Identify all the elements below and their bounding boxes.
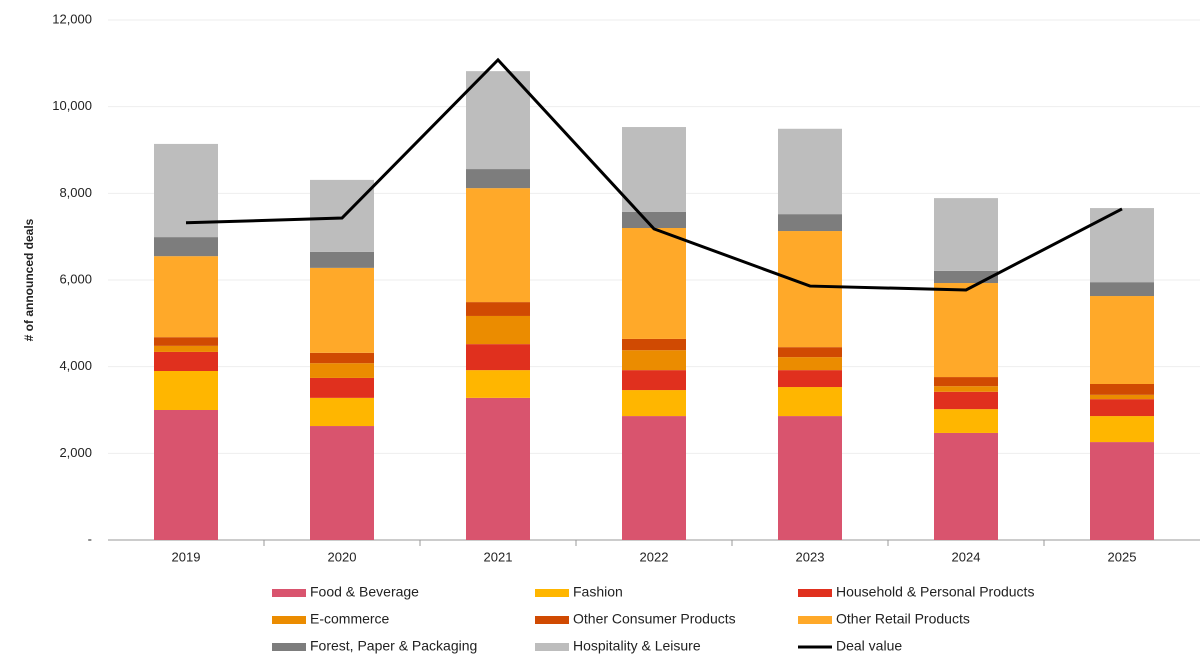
bar-segment: [310, 363, 374, 378]
bar-segment: [1090, 394, 1154, 400]
x-tick-label: 2021: [484, 549, 513, 564]
bar-segment: [310, 179, 374, 252]
y-tick-label: 12,000: [52, 11, 92, 26]
legend-label: Fashion: [573, 584, 623, 600]
y-tick-label: 2,000: [59, 445, 92, 460]
bar-segment: [1090, 282, 1154, 297]
legend-label: Other Consumer Products: [573, 611, 736, 627]
legend-swatch: [798, 616, 832, 624]
bar-segment: [778, 128, 842, 215]
bar-segment: [778, 370, 842, 388]
bar-segment: [934, 386, 998, 392]
bar-segment: [1090, 296, 1154, 384]
bar-segment: [778, 387, 842, 417]
bar-segment: [622, 338, 686, 351]
bar-segment: [778, 357, 842, 371]
legend-swatch: [798, 589, 832, 597]
y-tick-label: 8,000: [59, 185, 92, 200]
bar-segment: [154, 351, 218, 371]
legend-swatch: [272, 643, 306, 651]
legend-label: Deal value: [836, 638, 902, 654]
legend-label: Other Retail Products: [836, 611, 970, 627]
bar-segment: [934, 432, 998, 540]
bar-segment: [466, 169, 530, 189]
x-tick-label: 2023: [796, 549, 825, 564]
bar-segment: [1090, 399, 1154, 417]
bar-segment: [466, 370, 530, 398]
bar-segment: [466, 188, 530, 303]
bar-segment: [154, 345, 218, 352]
legend-swatch: [535, 643, 569, 651]
bar-segment: [1090, 442, 1154, 540]
bar-segment: [310, 426, 374, 540]
legend-label: Food & Beverage: [310, 584, 419, 600]
x-tick-label: 2024: [952, 549, 981, 564]
bar-segment: [466, 302, 530, 316]
bar-segment: [1090, 384, 1154, 395]
bar-segment: [466, 71, 530, 170]
bar-segment: [622, 390, 686, 417]
x-tick-label: 2020: [328, 549, 357, 564]
bar-segment: [622, 228, 686, 339]
bar-segment: [310, 397, 374, 427]
bar-segment: [934, 198, 998, 271]
bar-segment: [934, 409, 998, 433]
y-tick-label: 6,000: [59, 271, 92, 286]
x-tick-label: 2022: [640, 549, 669, 564]
bar-segment: [154, 337, 218, 346]
legend: Food & Beverage Fashion Household & Person…: [272, 584, 1034, 654]
bar-segment: [622, 350, 686, 371]
bar-segment: [934, 283, 998, 378]
legend-swatch: [272, 589, 306, 597]
x-tick-label: 2025: [1108, 549, 1137, 564]
bar-segment: [310, 352, 374, 364]
legend-label: Hospitality & Leisure: [573, 638, 701, 654]
bar-segment: [310, 251, 374, 268]
bar-segment: [778, 231, 842, 348]
bar-segment: [1090, 416, 1154, 443]
bar-segment: [310, 377, 374, 398]
bar-segment: [310, 267, 374, 353]
bar-segment: [154, 256, 218, 338]
bar-segment: [778, 214, 842, 232]
y-tick-label: 10,000: [52, 98, 92, 113]
legend-label: Household & Personal Products: [836, 584, 1034, 600]
bar-segment: [622, 127, 686, 212]
bar-segment: [622, 211, 686, 228]
bar-segment: [154, 410, 218, 540]
bar-segment: [934, 391, 998, 410]
y-tick-label: 4,000: [59, 358, 92, 373]
bar-segment: [466, 315, 530, 345]
legend-swatch: [535, 616, 569, 624]
x-tick-label: 2019: [172, 549, 201, 564]
bar-segment: [622, 370, 686, 391]
bar-segment: [466, 397, 530, 540]
legend-swatch: [272, 616, 306, 624]
bar-segment: [778, 416, 842, 540]
bar-segment: [778, 347, 842, 358]
legend-swatch: [535, 589, 569, 597]
legend-label: Forest, Paper & Packaging: [310, 638, 477, 654]
bar-segment: [934, 377, 998, 387]
bar-segment: [466, 344, 530, 371]
bar-segment: [154, 371, 218, 410]
bar-segment: [622, 416, 686, 540]
bar-segment: [154, 237, 218, 257]
y-axis-label: # of announced deals: [22, 218, 36, 341]
y-tick-label: -: [88, 531, 92, 546]
line: [185, 57, 1123, 292]
legend-label: E-commerce: [310, 611, 390, 627]
